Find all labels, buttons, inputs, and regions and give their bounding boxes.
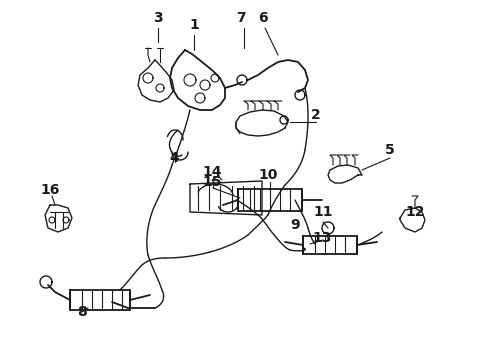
Text: 14: 14 (202, 165, 222, 179)
Text: 3: 3 (153, 11, 163, 25)
Text: 1: 1 (189, 18, 199, 32)
Text: 2: 2 (311, 108, 321, 122)
Text: 13: 13 (312, 231, 332, 245)
Text: 6: 6 (258, 11, 268, 25)
Text: 5: 5 (385, 143, 395, 157)
Text: 8: 8 (77, 305, 87, 319)
Text: 9: 9 (290, 218, 300, 232)
Text: 11: 11 (313, 205, 333, 219)
Text: 16: 16 (40, 183, 60, 197)
Text: 10: 10 (258, 168, 278, 182)
Text: 12: 12 (405, 205, 425, 219)
Text: 15: 15 (202, 175, 222, 189)
Text: 7: 7 (236, 11, 246, 25)
Text: 4: 4 (169, 151, 179, 165)
